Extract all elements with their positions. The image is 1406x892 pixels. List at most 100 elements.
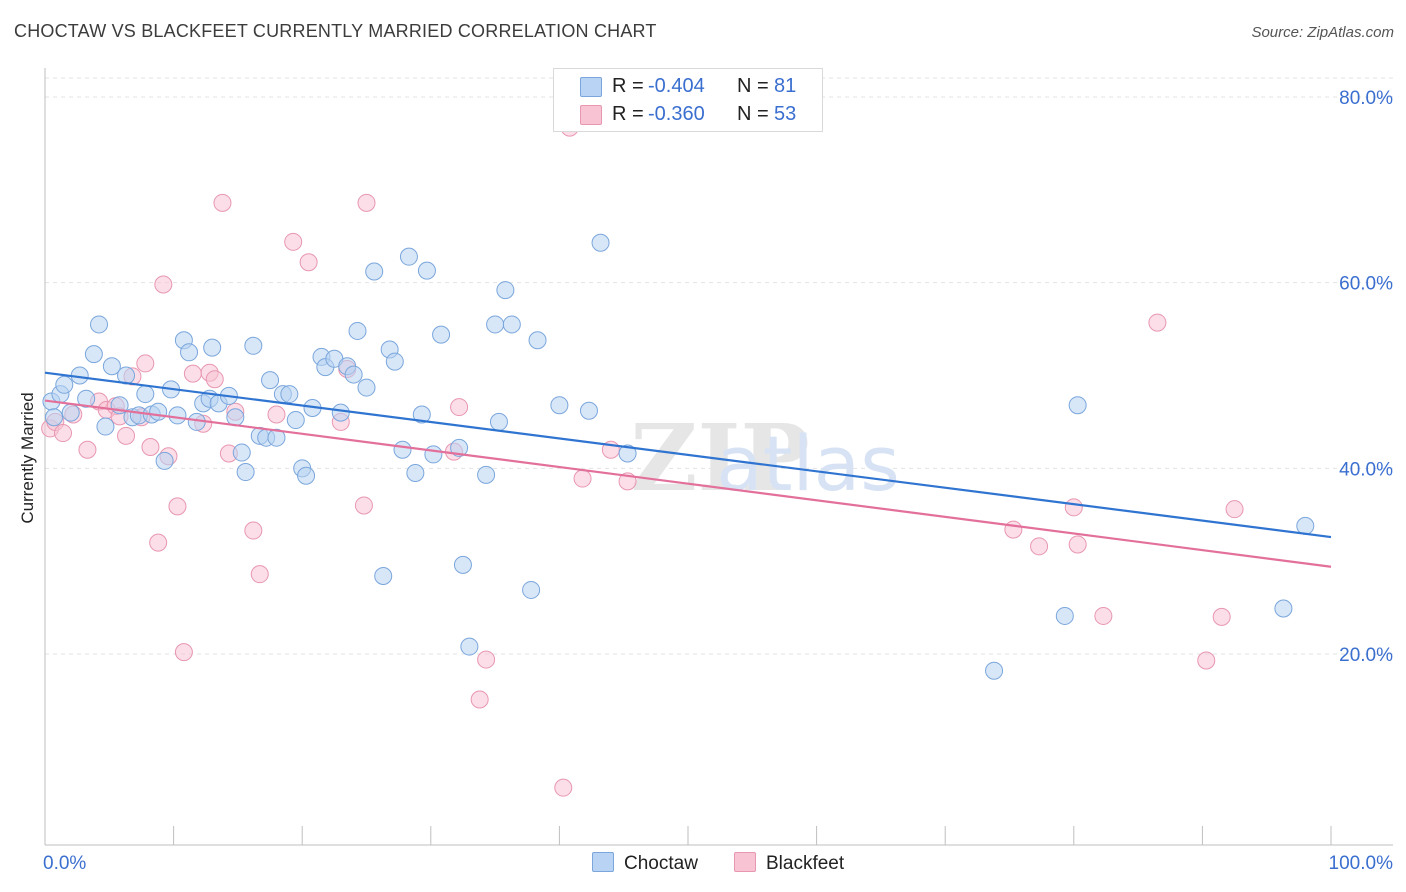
choctaw-point: [1296, 516, 1315, 535]
legend-r-label: R =: [612, 103, 644, 125]
choctaw-point: [985, 661, 1004, 680]
blackfeet-swatch: [580, 105, 602, 125]
blackfeet-swatch: [734, 852, 756, 872]
legend-n-value: 53: [774, 103, 797, 125]
x-tick-labels: 0.0% 100.0%: [43, 853, 1393, 874]
bottom-legend-choctaw: Choctaw: [592, 852, 698, 875]
choctaw-point: [486, 315, 505, 334]
choctaw-point: [385, 352, 404, 371]
choctaw-point: [1274, 599, 1293, 618]
y-axis-label: Currently Married: [18, 392, 37, 524]
bottom-legend-blackfeet: Blackfeet: [734, 852, 844, 875]
choctaw-point: [244, 336, 263, 355]
blackfeet-points: [41, 118, 1244, 797]
x-tick-label: 100.0%: [1329, 853, 1394, 874]
trend-lines: [44, 371, 1332, 568]
choctaw-point: [297, 466, 316, 485]
blackfeet-point: [78, 440, 97, 459]
choctaw-point: [61, 403, 80, 422]
choctaw-point: [432, 325, 451, 344]
choctaw-point: [84, 345, 103, 364]
blackfeet-point: [141, 437, 160, 456]
axes: [44, 68, 1393, 846]
choctaw-points: [42, 233, 1315, 680]
choctaw-point: [502, 315, 521, 334]
choctaw-point: [344, 365, 363, 384]
choctaw-point: [226, 408, 245, 427]
choctaw-point: [618, 444, 637, 463]
choctaw-point: [393, 440, 412, 459]
choctaw-point: [453, 555, 472, 574]
blackfeet-point: [1197, 651, 1216, 670]
blackfeet-point: [1148, 313, 1167, 332]
blackfeet-point: [299, 253, 318, 272]
y-tick-label: 20.0%: [1339, 645, 1393, 666]
blackfeet-point: [1064, 498, 1083, 517]
y-tick-label: 40.0%: [1339, 459, 1393, 480]
y-tick-label: 80.0%: [1339, 88, 1393, 109]
choctaw-point: [591, 233, 610, 252]
gridlines: [45, 77, 1393, 655]
choctaw-point: [417, 261, 436, 280]
choctaw-point: [365, 262, 384, 281]
blackfeet-point: [154, 275, 173, 294]
blackfeet-point: [250, 565, 269, 584]
choctaw-point: [489, 412, 508, 431]
watermark: ZIP atlas: [630, 404, 900, 512]
blackfeet-point: [267, 405, 286, 424]
blackfeet-legend-label: Blackfeet: [766, 853, 845, 874]
blackfeet-point: [284, 232, 303, 251]
choctaw-point: [477, 465, 496, 484]
choctaw-point: [348, 321, 367, 340]
choctaw-point: [45, 408, 64, 427]
choctaw-point: [550, 396, 569, 415]
blackfeet-point: [470, 690, 489, 709]
choctaw-point: [280, 385, 299, 404]
blackfeet-point: [174, 643, 193, 662]
blackfeet-point: [168, 497, 187, 516]
choctaw-trend-line: [44, 371, 1332, 539]
blackfeet-point: [450, 398, 469, 417]
blackfeet-point: [357, 193, 376, 212]
blackfeet-point: [1225, 500, 1244, 519]
choctaw-swatch: [580, 77, 602, 97]
choctaw-point: [406, 463, 425, 482]
blackfeet-point: [1068, 535, 1087, 554]
choctaw-point: [136, 385, 155, 404]
y-tick-label: 60.0%: [1339, 274, 1393, 295]
choctaw-point: [232, 443, 251, 462]
blackfeet-point: [213, 193, 232, 212]
blackfeet-point: [54, 424, 73, 443]
chart-title: CHOCTAW VS BLACKFEET CURRENTLY MARRIED C…: [14, 21, 657, 41]
choctaw-point: [496, 281, 515, 300]
blackfeet-trend-line: [44, 399, 1332, 568]
blackfeet-point: [1030, 537, 1049, 556]
choctaw-legend-label: Choctaw: [624, 853, 698, 874]
choctaw-point: [96, 417, 115, 436]
choctaw-swatch: [592, 852, 614, 872]
blackfeet-point: [1212, 607, 1231, 626]
choctaw-point: [460, 637, 479, 656]
choctaw-point: [55, 375, 74, 394]
choctaw-point: [1055, 606, 1074, 625]
choctaw-point: [528, 331, 547, 350]
choctaw-point: [1068, 396, 1087, 415]
blackfeet-point: [244, 521, 263, 540]
blackfeet-point: [1094, 606, 1113, 625]
blackfeet-point: [183, 364, 202, 383]
choctaw-point: [579, 401, 598, 420]
x-tick-label: 0.0%: [43, 853, 86, 874]
legend-r-value: -0.404: [648, 75, 705, 97]
choctaw-point: [261, 371, 280, 390]
choctaw-point: [90, 315, 109, 334]
legend-r-value: -0.360: [648, 103, 705, 125]
choctaw-point: [267, 428, 286, 447]
legend: R = -0.404 N = 81 R = -0.360 N = 53: [553, 68, 823, 132]
legend-n-label: N =: [737, 103, 769, 125]
choctaw-point: [180, 343, 199, 362]
y-tick-labels: 20.0% 40.0% 60.0% 80.0%: [1339, 88, 1393, 666]
choctaw-point: [149, 402, 168, 421]
choctaw-point: [203, 338, 222, 357]
choctaw-point: [286, 411, 305, 430]
